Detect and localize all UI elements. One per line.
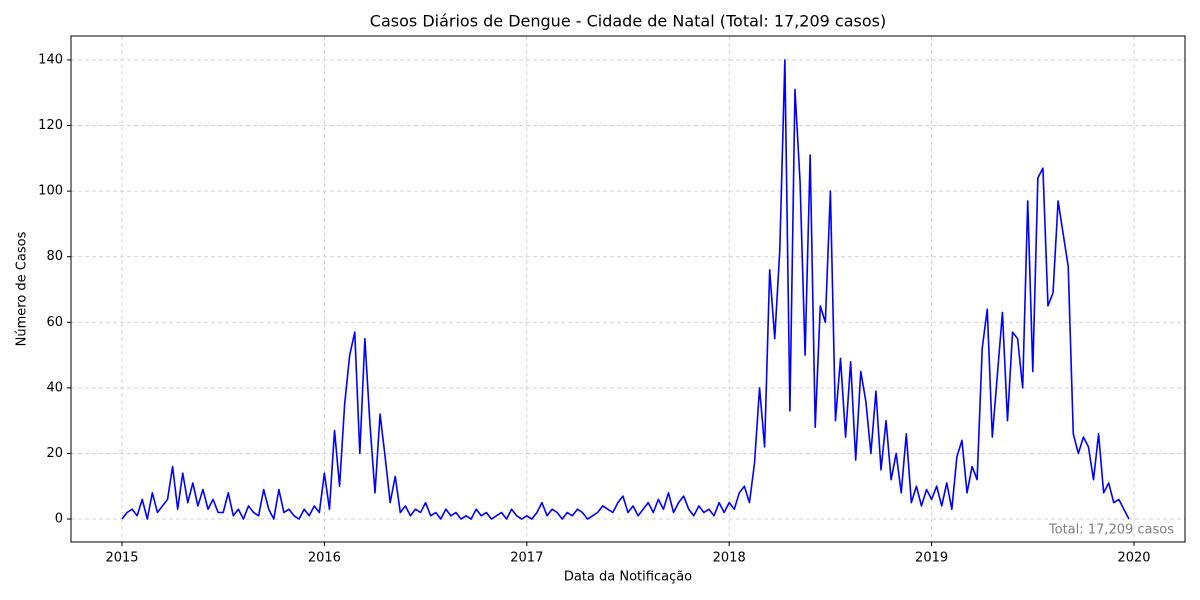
x-tick-label: 2019 [915,551,948,566]
x-tick-label: 2016 [308,551,341,566]
plot-frame [70,35,1186,543]
x-tick-label: 2018 [713,551,746,566]
chart-title: Casos Diários de Dengue - Cidade de Nata… [370,12,886,31]
y-axis-label: Número de Casos [15,231,30,346]
annotation: Total: 17,209 casos [1048,523,1174,538]
y-tick-label: 80 [46,249,63,264]
y-tick-label: 20 [46,446,63,461]
y-tick-label: 100 [38,184,63,199]
y-tick-label: 140 [38,52,63,67]
y-tick-label: 0 [55,512,63,527]
x-tick-label: 2015 [105,551,138,566]
x-tick-label: 2017 [510,551,543,566]
y-tick-label: 120 [38,118,63,133]
x-tick-label: 2020 [1117,551,1150,566]
y-tick-label: 60 [46,315,63,330]
data-line [121,59,1130,520]
y-tick-label: 40 [46,380,63,395]
x-axis-label: Data da Notificação [564,570,692,585]
